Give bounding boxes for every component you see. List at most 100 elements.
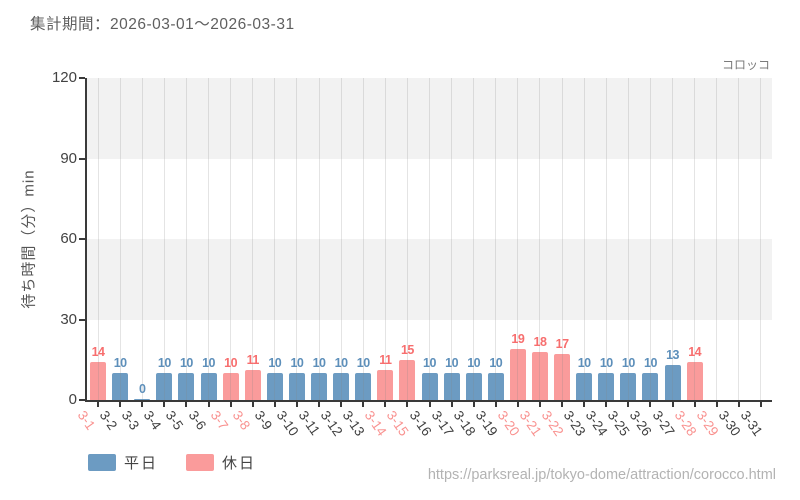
y-tick-label: 120 xyxy=(51,69,77,86)
bar xyxy=(399,359,416,400)
bar xyxy=(178,373,195,400)
page-title: 集計期間：2026-03-01～2026-03-31 xyxy=(30,16,295,33)
vertical-gridline xyxy=(495,78,497,400)
x-tick-label: 3-1 xyxy=(74,408,99,433)
x-axis-tick xyxy=(340,402,343,407)
x-axis-tick xyxy=(185,402,188,407)
bar-value-label: 11 xyxy=(246,353,260,368)
bar-value-label: 10 xyxy=(445,356,459,371)
y-tick-label: 60 xyxy=(60,230,77,247)
y-axis-tick xyxy=(79,318,85,321)
x-tick-label: 3-7 xyxy=(207,408,231,433)
bar xyxy=(355,373,372,400)
bar xyxy=(311,373,328,400)
bar-value-label: 10 xyxy=(113,356,127,371)
x-tick-label: 3-14 xyxy=(362,408,390,439)
y-tick-label: 90 xyxy=(60,149,77,167)
vertical-gridline xyxy=(451,78,453,400)
x-axis-tick xyxy=(141,402,144,407)
bar xyxy=(200,373,217,400)
vertical-gridline xyxy=(760,78,762,400)
bar-value-label: 10 xyxy=(467,356,481,371)
vertical-gridline xyxy=(429,78,430,400)
attraction-name-label: コロッコ xyxy=(721,58,770,72)
grid-band xyxy=(87,78,772,159)
x-tick-label: 3-29 xyxy=(693,408,722,439)
bar-value-label: 10 xyxy=(599,356,613,371)
bar-value-label: 10 xyxy=(489,356,503,371)
bar xyxy=(531,351,548,400)
legend-label-holiday: 休日 xyxy=(222,455,257,472)
vertical-gridline xyxy=(185,78,187,400)
legend-label-weekday: 平日 xyxy=(124,455,159,472)
bar xyxy=(156,373,173,400)
bar xyxy=(333,373,350,400)
bar-value-label: 10 xyxy=(644,356,657,371)
x-tick-label: 3-21 xyxy=(516,408,545,439)
x-axis-tick xyxy=(273,402,276,407)
x-axis-tick xyxy=(251,402,254,407)
x-axis-tick xyxy=(583,402,586,407)
vertical-gridline xyxy=(318,78,320,400)
x-axis-tick xyxy=(97,402,100,407)
vertical-gridline xyxy=(362,78,364,400)
x-tick-label: 3-26 xyxy=(627,408,655,439)
bar-value-label: 10 xyxy=(290,356,304,371)
vertical-gridline xyxy=(539,78,541,400)
bar xyxy=(686,362,703,400)
bar xyxy=(598,373,615,400)
x-tick-label: 3-15 xyxy=(384,408,412,439)
bar xyxy=(509,349,526,400)
x-tick-label: 3-4 xyxy=(141,408,165,433)
vertical-gridline xyxy=(252,78,254,400)
bar-value-label: 10 xyxy=(577,356,591,371)
x-tick-label: 3-6 xyxy=(185,408,209,433)
bar xyxy=(487,373,504,400)
bar xyxy=(90,362,107,400)
vertical-gridline xyxy=(627,78,629,400)
bar-value-label: 15 xyxy=(400,342,414,357)
vertical-gridline xyxy=(208,78,210,400)
x-axis-tick xyxy=(362,402,365,407)
x-axis-tick xyxy=(627,402,630,407)
vertical-gridline xyxy=(473,78,475,400)
bar-value-label: 13 xyxy=(666,348,680,363)
bar-value-label: 14 xyxy=(91,345,105,360)
x-tick-label: 3-10 xyxy=(273,408,302,439)
x-tick-label: 3-30 xyxy=(715,408,744,439)
vertical-gridline xyxy=(97,78,99,400)
x-axis-tick xyxy=(737,402,740,407)
bar-value-label: 11 xyxy=(379,353,392,368)
x-axis-tick xyxy=(119,402,122,407)
x-axis-tick xyxy=(605,402,608,407)
x-tick-label: 3-3 xyxy=(118,408,143,433)
bar-value-label: 10 xyxy=(202,356,215,371)
grid-band xyxy=(87,239,772,320)
x-axis-tick xyxy=(472,402,475,407)
bar-value-label: 18 xyxy=(533,334,547,349)
vertical-gridline xyxy=(649,78,651,400)
x-tick-label: 3-27 xyxy=(649,408,678,439)
bar xyxy=(288,373,305,400)
vertical-gridline xyxy=(296,78,298,400)
x-tick-label: 3-2 xyxy=(96,408,121,433)
x-tick-label: 3-31 xyxy=(737,408,766,439)
y-axis-tick xyxy=(79,238,85,240)
x-axis-tick xyxy=(229,402,232,407)
x-tick-label: 3-20 xyxy=(494,408,523,439)
vertical-gridline xyxy=(694,78,696,400)
vertical-gridline xyxy=(340,78,342,400)
bar-value-label: 17 xyxy=(555,337,569,352)
x-axis-tick xyxy=(295,402,298,407)
bar-value-label: 10 xyxy=(334,356,348,371)
x-tick-label: 3-22 xyxy=(538,408,567,439)
bar-value-label: 10 xyxy=(268,356,282,371)
bar xyxy=(642,373,659,400)
x-axis-tick xyxy=(715,402,718,407)
bar xyxy=(244,370,261,400)
bar xyxy=(620,373,637,400)
x-tick-label: 3-18 xyxy=(450,408,479,439)
x-axis-tick xyxy=(318,402,321,407)
legend: 平日 休日 xyxy=(88,452,284,473)
bar xyxy=(222,373,239,400)
